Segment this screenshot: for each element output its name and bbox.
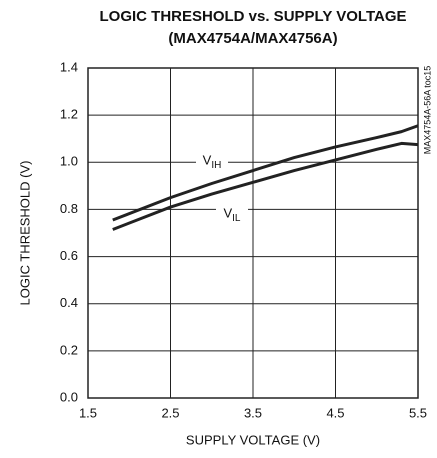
y-tick-label: 0.6	[60, 248, 78, 263]
annotation: MAX4754A-56A toc15	[422, 66, 432, 155]
label-bg	[196, 152, 228, 172]
series-line	[112, 124, 419, 222]
chart-subtitle: (MAX4754A/MAX4756A)	[168, 30, 337, 47]
chart-title: LOGIC THRESHOLD vs. SUPPLY VOLTAGE	[100, 8, 407, 25]
x-axis-label: SUPPLY VOLTAGE (V)	[186, 432, 320, 447]
x-tick-label: 3.5	[244, 405, 262, 420]
y-tick-label: 0.2	[60, 342, 78, 357]
y-tick-label: 0.0	[60, 389, 78, 404]
y-tick-label: 1.4	[60, 59, 78, 74]
x-tick-label: 4.5	[326, 405, 344, 420]
y-axis-label: LOGIC THRESHOLD (V)	[17, 161, 32, 306]
series-line	[112, 141, 419, 231]
x-tick-label: 1.5	[79, 405, 97, 420]
x-tick-label: 2.5	[161, 405, 179, 420]
y-tick-label: 1.2	[60, 107, 78, 122]
plot-frame	[87, 67, 419, 399]
label-bg	[216, 205, 248, 225]
y-tick-label: 1.0	[60, 154, 78, 169]
y-tick-label: 0.4	[60, 295, 78, 310]
y-tick-label: 0.8	[60, 201, 78, 216]
x-tick-label: 5.5	[409, 405, 427, 420]
